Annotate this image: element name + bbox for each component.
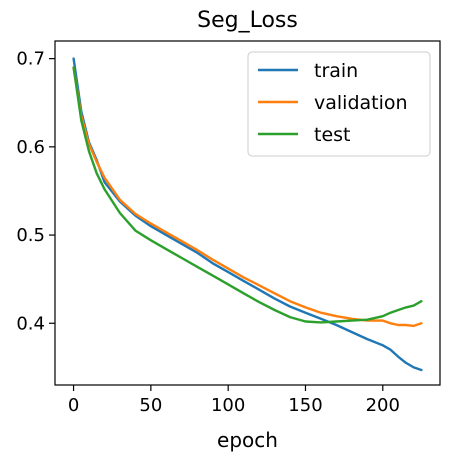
x-tick-label: 200 (366, 395, 400, 416)
series-line-test (72, 66, 423, 324)
x-tick-label: 50 (139, 395, 162, 416)
x-tick-label: 150 (288, 395, 322, 416)
chart-title: Seg_Loss (197, 8, 298, 33)
y-tick-label: 0.4 (16, 313, 45, 334)
x-tick-label: 100 (211, 395, 245, 416)
legend-box (247, 51, 431, 157)
x-tick-label: 0 (68, 395, 79, 416)
y-tick-label: 0.5 (16, 225, 45, 246)
plot-frame (54, 40, 441, 386)
series-line-validation (72, 66, 423, 328)
plot-lines (72, 57, 423, 372)
x-axis-label: epoch (217, 428, 278, 452)
y-tick-label: 0.7 (16, 49, 45, 70)
y-axis-ticks: 0.4 0.5 0.6 0.7 (16, 49, 55, 334)
y-tick-label: 0.6 (16, 137, 45, 158)
legend: train validation test (247, 51, 431, 157)
x-axis-ticks: 0 50 100 150 200 (68, 385, 400, 416)
legend-label-validation: validation (314, 92, 408, 114)
legend-label-test: test (314, 124, 351, 146)
legend-label-train: train (314, 60, 358, 82)
series-line-train (72, 57, 423, 372)
